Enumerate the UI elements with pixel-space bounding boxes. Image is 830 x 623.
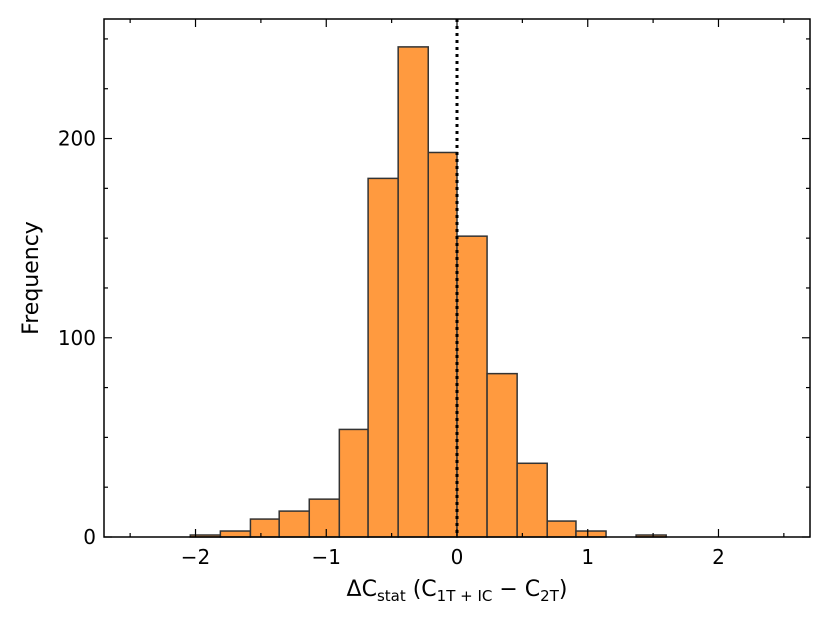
x-tick-label: 2 <box>712 545 725 569</box>
y-tick-label: 0 <box>83 525 96 549</box>
histogram-bar-4 <box>308 498 341 538</box>
y-tick-label: 200 <box>58 127 96 151</box>
histogram-bar-10 <box>486 372 518 538</box>
x-tick-label: −1 <box>312 545 341 569</box>
x-label-main: ΔC <box>347 577 377 602</box>
x-label-open: (C <box>406 577 437 602</box>
x-tick-label: 1 <box>581 545 594 569</box>
histogram-bars <box>189 46 667 538</box>
histogram-bar-7 <box>397 46 429 538</box>
x-label-close: ) <box>559 577 568 602</box>
x-tick-label: −2 <box>181 545 210 569</box>
histogram-bar-1 <box>219 530 252 538</box>
y-axis-ticks: 0 100 200 <box>58 38 810 549</box>
histogram-bar-3 <box>278 510 311 538</box>
histogram-bar-11 <box>516 462 548 538</box>
histogram-bar-5 <box>338 428 369 538</box>
x-tick-label: 0 <box>451 545 464 569</box>
y-tick-label: 100 <box>58 326 96 350</box>
x-label-sub1: 1T + IC <box>437 587 493 605</box>
histogram-bar-13 <box>575 530 607 538</box>
x-label-main-sub: stat <box>377 587 406 605</box>
x-axis-label: ΔCstat (C1T + IC − C2T) <box>347 577 568 605</box>
histogram-bar-12 <box>546 520 577 538</box>
histogram-bar-9 <box>456 235 488 538</box>
histogram-bar-8 <box>427 151 458 538</box>
x-label-sub2: 2T <box>540 587 560 605</box>
x-label-mid: − C <box>492 577 540 602</box>
histogram-bar-2 <box>249 518 280 538</box>
y-axis-label: Frequency <box>19 221 44 335</box>
histogram-bar-6 <box>367 177 399 538</box>
x-axis-ticks: −2 −1 0 1 2 <box>129 19 785 569</box>
